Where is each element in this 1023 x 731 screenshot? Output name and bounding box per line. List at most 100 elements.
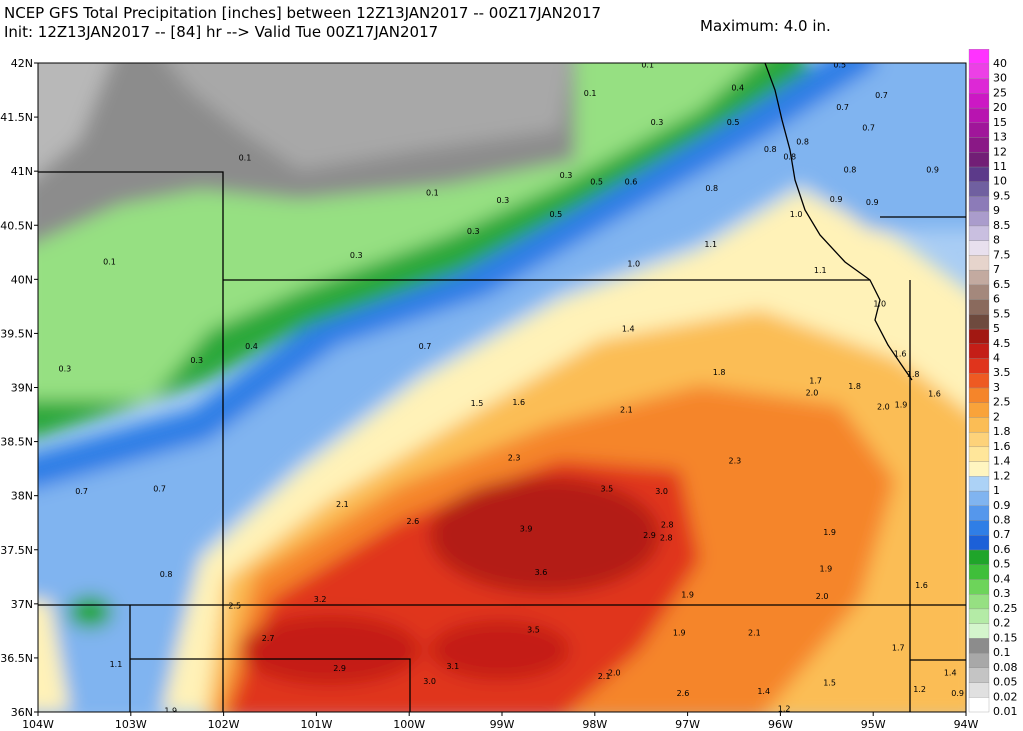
x-tick-label: 97W bbox=[675, 718, 700, 731]
value-label: 1.6 bbox=[928, 389, 941, 398]
precip-field: 0.1 0.50.40.10.70.70.3 0.50.70.80.80.80.10… bbox=[38, 63, 966, 715]
value-label: 2.0 bbox=[608, 669, 621, 678]
colorbar-label: 8.5 bbox=[993, 219, 1011, 232]
value-label: 0.3 bbox=[59, 365, 72, 374]
maximum: Maximum: 4.0 in. bbox=[700, 17, 831, 35]
title-line-1: NCEP GFS Total Precipitation [inches] be… bbox=[4, 4, 601, 22]
colorbar-label: 0.6 bbox=[993, 543, 1011, 556]
x-tick-label: 96W bbox=[768, 718, 793, 731]
colorbar-label: 6 bbox=[993, 293, 1000, 306]
colorbar-box bbox=[968, 373, 990, 389]
colorbar-box bbox=[968, 446, 990, 462]
colorbar-box bbox=[968, 49, 990, 65]
colorbar-box bbox=[968, 137, 990, 153]
y-tick-label: 40N bbox=[11, 273, 33, 286]
colorbar-label: 0.02 bbox=[993, 690, 1018, 703]
y-tick-label: 39N bbox=[11, 382, 33, 395]
value-label: 0.3 bbox=[651, 118, 664, 127]
value-label: 2.8 bbox=[661, 520, 674, 529]
colorbar-box bbox=[968, 652, 990, 668]
value-label: 0.7 bbox=[153, 485, 166, 494]
value-label: 2.9 bbox=[333, 664, 346, 673]
value-label: 1.9 bbox=[673, 629, 686, 638]
colorbar-box bbox=[968, 328, 990, 344]
colorbar-box bbox=[968, 225, 990, 241]
colorbar-box bbox=[968, 299, 990, 315]
colorbar-box bbox=[968, 476, 990, 492]
y-tick-label: 39.5N bbox=[0, 327, 33, 340]
colorbar-box bbox=[968, 196, 990, 212]
colorbar-box bbox=[968, 402, 990, 418]
colorbar-label: 5.5 bbox=[993, 307, 1011, 320]
value-label: 0.6 bbox=[625, 177, 638, 186]
y-tick-label: 36N bbox=[11, 706, 33, 719]
value-label: 3.0 bbox=[423, 677, 436, 686]
colorbar-box bbox=[968, 623, 990, 639]
value-label: 0.9 bbox=[866, 198, 879, 207]
value-label: 1.0 bbox=[627, 260, 640, 269]
value-label: 0.7 bbox=[836, 103, 849, 112]
value-label: 3.5 bbox=[600, 485, 613, 494]
x-tick-label: 95W bbox=[861, 718, 886, 731]
colorbar-label: 6.5 bbox=[993, 278, 1011, 291]
colorbar-box bbox=[968, 520, 990, 536]
colorbar-box bbox=[968, 549, 990, 565]
colorbar-box bbox=[968, 166, 990, 182]
value-label: 2.1 bbox=[620, 406, 633, 415]
colorbar-label: 0.7 bbox=[993, 528, 1011, 541]
colorbar-label: 15 bbox=[993, 116, 1007, 129]
colorbar-label: 4 bbox=[993, 351, 1000, 364]
value-label: 2.1 bbox=[598, 672, 611, 681]
value-label: 2.7 bbox=[262, 634, 275, 643]
value-label: 0.7 bbox=[875, 91, 888, 100]
value-label: 2.8 bbox=[660, 533, 673, 542]
x-tick-label: 104W bbox=[22, 718, 54, 731]
colorbar: 0.01 0.020.05 0.08 0.1 0.150.2 0.25 0.3 0.40.5 0… bbox=[968, 49, 1018, 718]
colorbar-box bbox=[968, 431, 990, 448]
value-label: 1.1 bbox=[814, 266, 827, 275]
value-label: 3.5 bbox=[527, 625, 540, 634]
value-label: 1.4 bbox=[757, 687, 770, 696]
value-label: 0.5 bbox=[549, 210, 562, 219]
colorbar-box bbox=[968, 579, 990, 595]
value-label: 1.9 bbox=[681, 591, 694, 600]
value-label: 2.3 bbox=[729, 457, 742, 466]
colorbar-box bbox=[968, 697, 990, 713]
value-label: 0.4 bbox=[245, 342, 258, 351]
colorbar-box bbox=[968, 490, 990, 506]
value-label: 3.1 bbox=[446, 662, 459, 671]
value-label: 1.6 bbox=[894, 349, 907, 358]
value-label: 1.2 bbox=[913, 685, 926, 694]
colorbar-label: 0.2 bbox=[993, 617, 1011, 630]
colorbar-label: 0.15 bbox=[993, 631, 1018, 644]
colorbar-box bbox=[968, 122, 990, 138]
y-tick-label: 38.5N bbox=[0, 436, 33, 449]
y-tick-label: 37.5N bbox=[0, 544, 33, 557]
colorbar-box bbox=[968, 107, 990, 123]
colorbar-label: 0.5 bbox=[993, 558, 1011, 571]
value-label: 1.9 bbox=[164, 706, 177, 715]
colorbar-box bbox=[968, 269, 990, 285]
value-label: 0.1 bbox=[239, 154, 252, 163]
value-label: 0.3 bbox=[497, 196, 510, 205]
colorbar-label: 2 bbox=[993, 410, 1000, 423]
value-label: 1.7 bbox=[809, 377, 822, 386]
value-label: 0.5 bbox=[727, 118, 740, 127]
value-label: 1.1 bbox=[110, 660, 123, 669]
colorbar-label: 40 bbox=[993, 57, 1007, 70]
colorbar-label: 0.4 bbox=[993, 572, 1011, 585]
value-label: 3.6 bbox=[535, 568, 548, 577]
colorbar-box bbox=[968, 682, 990, 698]
value-label: 1.0 bbox=[873, 300, 886, 309]
value-label: 2.0 bbox=[806, 388, 819, 397]
value-label: 2.1 bbox=[336, 500, 349, 509]
value-label: 3.9 bbox=[520, 525, 533, 534]
colorbar-label: 1.8 bbox=[993, 425, 1011, 438]
colorbar-label: 5 bbox=[993, 322, 1000, 335]
colorbar-label: 2.5 bbox=[993, 396, 1011, 409]
value-label: 0.1 bbox=[103, 258, 116, 267]
x-tick-label: 101W bbox=[300, 718, 332, 731]
